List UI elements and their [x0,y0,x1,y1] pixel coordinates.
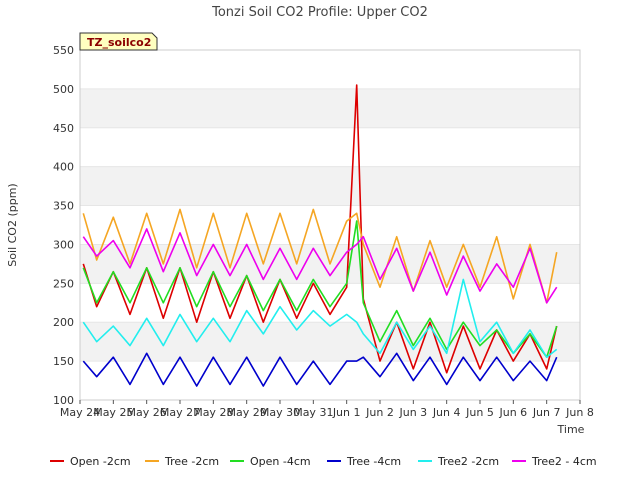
legend-label: Tree2 -2cm [437,455,499,468]
grid-band [80,88,580,128]
legend-label: Tree -2cm [164,455,219,468]
y-tick-label: 300 [53,238,74,251]
badge-label: TZ_soilco2 [87,36,151,49]
series-lines [82,84,558,387]
x-tick-label: May 31 [293,406,333,419]
legend-label: Open -2cm [70,455,131,468]
x-tick-label: May 30 [260,406,300,419]
series-line-tree-2cm [82,208,558,304]
grid-band [80,322,580,362]
y-tick-label: 100 [53,394,74,407]
y-tick-label: 250 [53,277,74,290]
y-tick-label: 400 [53,161,74,174]
x-tick-label: Jun 3 [398,406,427,419]
y-tick-label: 450 [53,122,74,135]
grid-band [80,166,580,206]
legend-label: Open -4cm [250,455,311,468]
x-tick-label: Jun 7 [532,406,561,419]
plot-frame [79,49,581,401]
series-line-tree-4cm [82,352,558,387]
y-tick-label: 350 [53,200,74,213]
series-line-open-2cm [82,84,558,374]
y-tick-label: 500 [53,83,74,96]
x-tick-label: Jun 4 [432,406,461,419]
legend-label: Tree -4cm [346,455,401,468]
y-tick-label: 200 [53,316,74,329]
y-axis: 100 150 200 250 300 350 400 450 500 550 [53,44,74,407]
badge-box [79,32,158,51]
series-line-tree2-4cm [82,228,558,304]
legend-label: Tree2 - 4cm [531,455,597,468]
series-line-open-4cm [82,220,558,359]
y-tick-label: 550 [53,44,74,57]
x-tick-label: May 28 [193,406,233,419]
x-tick-label: May 26 [127,406,167,419]
x-tick-label: May 29 [227,406,267,419]
legend: Open -2cm Tree -2cm Open -4cm Tree -4cm Tree… [50,455,597,468]
x-tick-label: Jun 6 [498,406,527,419]
grid-bands [80,49,580,401]
x-tick-label: Jun 1 [332,406,361,419]
badge: TZ_soilco2 [79,32,158,51]
series-line-tree2-2cm [82,278,558,359]
x-tick-label: May 25 [93,406,133,419]
x-tick-label: Jun 8 [565,406,594,419]
x-tick-label: Jun 2 [365,406,394,419]
y-tick-label: 150 [53,355,74,368]
y-axis-label: Soil CO2 (ppm) [6,183,19,266]
x-axis-label: Time [557,423,585,436]
x-tick-label: May 27 [160,406,200,419]
x-tick-label: May 24 [60,406,100,419]
chart-title: Tonzi Soil CO2 Profile: Upper CO2 [211,5,428,20]
x-tick-label: Jun 5 [465,406,494,419]
